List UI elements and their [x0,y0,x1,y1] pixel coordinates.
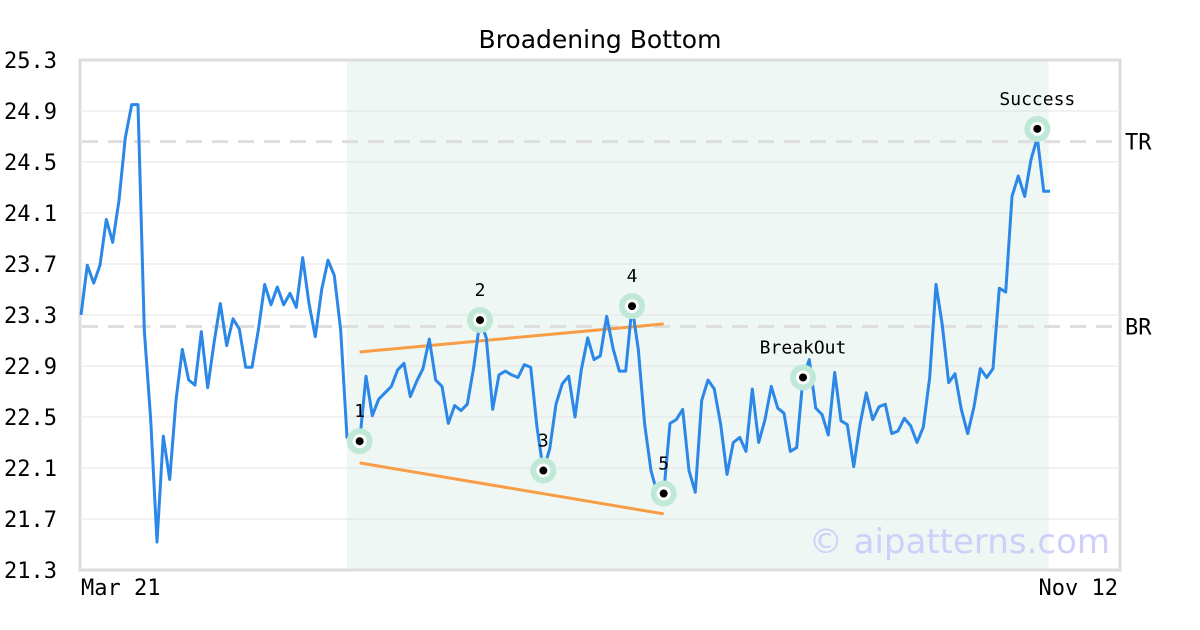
marker-1-label: 1 [354,401,365,422]
y-tick-label: 24.1 [4,202,57,227]
marker-breakout-dot [799,373,807,382]
marker-breakout-label: BreakOut [760,337,847,358]
marker-2-dot [476,316,484,325]
y-tick-label: 22.5 [4,406,57,431]
marker-3-label: 3 [538,431,549,452]
x-tick-end: Nov 12 [1039,576,1118,601]
price-line [79,103,1050,544]
marker-3-dot [539,466,548,475]
y-tick-label: 21.3 [4,559,57,584]
y-tick-label: 22.9 [4,355,57,380]
watermark: © aipatterns.com [809,522,1110,562]
trend-line-upper [359,322,664,354]
marker-1-dot [355,437,364,446]
reference-label-br: BR [1125,315,1152,340]
marker-success-dot [1033,124,1042,133]
marker-5-dot [659,489,668,498]
marker-4-dot [628,302,636,311]
marker-success-label: Success [999,89,1075,110]
reference-label-tr: TR [1125,131,1152,156]
y-tick-label: 24.5 [4,151,57,176]
y-tick-label: 21.7 [4,508,57,533]
y-tick-label: 22.1 [4,457,57,482]
trend-line-lower [359,461,664,516]
x-tick-start: Mar 21 [81,576,160,601]
y-tick-label: 25.3 [4,49,57,74]
chart-title: Broadening Bottom [479,25,722,54]
marker-5-label: 5 [658,454,669,475]
y-tick-label: 23.3 [4,304,57,329]
marker-2-label: 2 [475,280,486,301]
marker-4-label: 4 [627,266,638,287]
y-tick-label: 23.7 [4,253,57,278]
y-tick-label: 24.9 [4,100,57,125]
